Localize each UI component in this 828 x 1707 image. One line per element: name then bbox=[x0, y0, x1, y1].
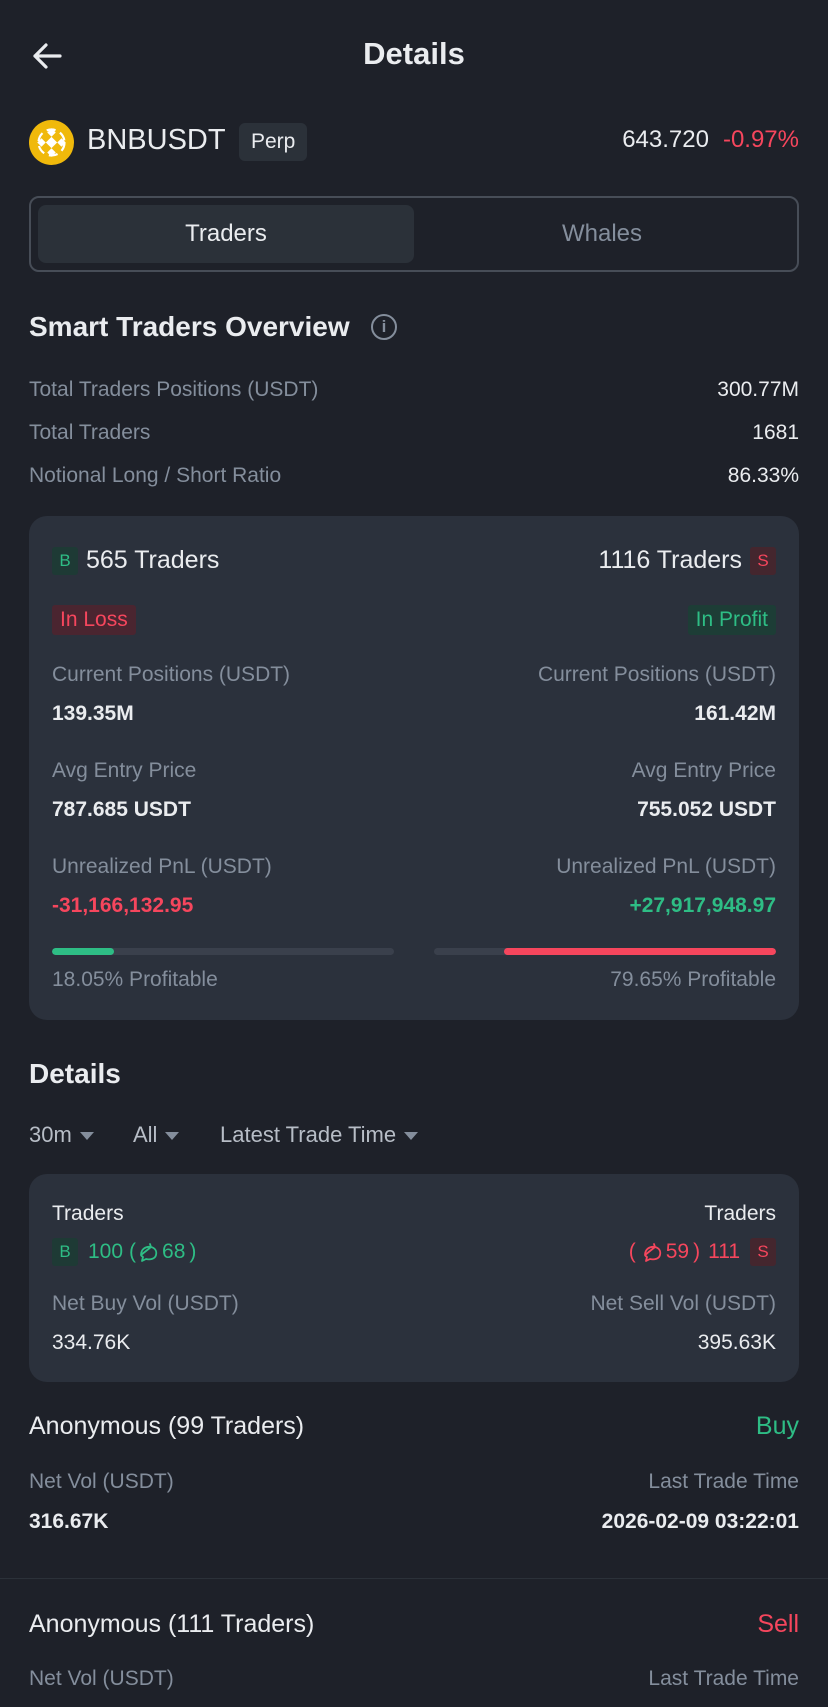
sell-traders-count: ( 59 ) 111 S bbox=[629, 1238, 776, 1266]
long-short-card: B 565 Traders In Loss Current Positions … bbox=[29, 516, 799, 1020]
long-profitable-fill bbox=[52, 948, 114, 955]
bnb-coin-icon bbox=[29, 120, 74, 165]
sell-sub-close: ) bbox=[693, 1240, 701, 1263]
long-traders-heading: B 565 Traders bbox=[52, 546, 219, 575]
net-sell-vol-label: Net Sell Vol (USDT) bbox=[590, 1292, 776, 1315]
pnl-label: Unrealized PnL (USDT) bbox=[52, 855, 272, 878]
last-price: 643.720 bbox=[622, 126, 709, 153]
filter-interval[interactable]: 30m bbox=[29, 1122, 94, 1148]
filter-side-label: All bbox=[133, 1122, 158, 1147]
buy-traders-count: B 100 ( 68 ) bbox=[52, 1238, 196, 1266]
trade-side: Sell bbox=[757, 1610, 799, 1638]
overview-value: 86.33% bbox=[727, 464, 799, 487]
last-trade-time-label: Last Trade Time bbox=[648, 1667, 799, 1690]
buy-sub-count: 68 bbox=[162, 1240, 186, 1263]
net-buy-vol-value: 334.76K bbox=[52, 1331, 131, 1354]
short-profitable-text: 79.65% Profitable bbox=[610, 968, 776, 991]
caret-down-icon bbox=[404, 1132, 419, 1141]
overview-label: Notional Long / Short Ratio bbox=[29, 464, 282, 487]
filter-sort[interactable]: Latest Trade Time bbox=[220, 1122, 419, 1148]
short-traders-heading: 1116 Traders S bbox=[598, 546, 776, 575]
buy-sub-close: ) bbox=[189, 1240, 197, 1263]
trader-group-title[interactable]: Anonymous (111 Traders) bbox=[29, 1610, 315, 1638]
buy-badge: B bbox=[52, 1238, 78, 1266]
info-icon[interactable]: i bbox=[371, 314, 397, 340]
caret-down-icon bbox=[79, 1132, 94, 1141]
short-positions-value: 161.42M bbox=[694, 702, 776, 725]
filter-interval-label: 30m bbox=[29, 1122, 72, 1147]
short-traders-count: 1116 Traders bbox=[598, 546, 742, 574]
entry-label: Avg Entry Price bbox=[631, 759, 776, 782]
header: Details bbox=[0, 0, 828, 110]
overview-title: Smart Traders Overview bbox=[29, 311, 350, 342]
long-traders-count: 565 Traders bbox=[86, 546, 220, 574]
pnl-label: Unrealized PnL (USDT) bbox=[556, 855, 776, 878]
price-change: -0.97% bbox=[722, 126, 799, 153]
buy-badge: B bbox=[52, 546, 78, 575]
long-entry-value: 787.685 USDT bbox=[52, 798, 191, 821]
contract-type-badge: Perp bbox=[239, 123, 308, 161]
tab-whales[interactable]: Whales bbox=[561, 220, 643, 247]
tab-switcher: Traders Whales bbox=[29, 196, 799, 272]
short-profitable-bar bbox=[434, 948, 776, 955]
last-trade-time-label: Last Trade Time bbox=[648, 1470, 799, 1493]
net-vol-label: Net Vol (USDT) bbox=[29, 1470, 174, 1493]
arrow-left-icon[interactable] bbox=[29, 38, 65, 74]
overview-row: Total Traders Positions (USDT) 300.77M bbox=[29, 378, 799, 408]
filter-side[interactable]: All bbox=[133, 1122, 180, 1148]
divider bbox=[0, 1578, 828, 1579]
short-pnl-value: +27,917,948.97 bbox=[629, 894, 776, 917]
overview-row: Notional Long / Short Ratio 86.33% bbox=[29, 464, 799, 494]
buy-count: 100 bbox=[88, 1240, 124, 1263]
status-badge: In Profit bbox=[687, 605, 776, 635]
status-badge: In Loss bbox=[52, 605, 136, 635]
entry-label: Avg Entry Price bbox=[52, 759, 197, 782]
last-trade-time-value: 2026-02-09 03:22:01 bbox=[601, 1510, 799, 1533]
symbol-name[interactable]: BNBUSDT bbox=[87, 124, 226, 156]
net-sell-vol-value: 395.63K bbox=[697, 1331, 776, 1354]
net-vol-label: Net Vol (USDT) bbox=[29, 1667, 174, 1690]
price-block: 643.720 -0.97% bbox=[622, 126, 799, 154]
positions-label: Current Positions (USDT) bbox=[537, 663, 776, 686]
whale-icon bbox=[140, 1243, 158, 1262]
trade-side: Buy bbox=[755, 1412, 799, 1440]
page-title: Details bbox=[363, 36, 465, 71]
short-entry-value: 755.052 USDT bbox=[637, 798, 776, 821]
symbol-row: BNBUSDT Perp 643.720 -0.97% bbox=[29, 118, 799, 166]
filter-sort-label: Latest Trade Time bbox=[220, 1122, 397, 1147]
net-vol-value: 316.67K bbox=[29, 1510, 109, 1533]
long-profitable-text: 18.05% Profitable bbox=[52, 968, 218, 991]
whale-icon bbox=[643, 1243, 661, 1262]
overview-value: 300.77M bbox=[717, 378, 799, 401]
caret-down-icon bbox=[165, 1132, 180, 1141]
details-title: Details bbox=[29, 1058, 121, 1089]
long-pnl-value: -31,166,132.95 bbox=[52, 894, 194, 917]
sell-count: 111 bbox=[708, 1240, 740, 1263]
sell-badge: S bbox=[750, 1238, 776, 1266]
buy-sub-open: ( bbox=[129, 1240, 137, 1263]
trader-group-title[interactable]: Anonymous (99 Traders) bbox=[29, 1412, 305, 1440]
short-profitable-fill bbox=[503, 948, 776, 955]
sell-traders-label: Traders bbox=[704, 1202, 776, 1225]
overview-label: Total Traders Positions (USDT) bbox=[29, 378, 319, 401]
trades-summary-card: Traders B 100 ( 68 ) Net Buy Vol (USDT) … bbox=[29, 1174, 799, 1382]
long-profitable-bar bbox=[52, 948, 394, 955]
sell-sub-count: 59 bbox=[665, 1240, 690, 1263]
positions-label: Current Positions (USDT) bbox=[52, 663, 291, 686]
overview-row: Total Traders 1681 bbox=[29, 421, 799, 451]
long-positions-value: 139.35M bbox=[52, 702, 134, 725]
sell-sub-open: ( bbox=[628, 1240, 636, 1263]
sell-badge: S bbox=[750, 546, 776, 575]
buy-traders-label: Traders bbox=[52, 1202, 124, 1225]
overview-value: 1681 bbox=[752, 421, 799, 444]
overview-label: Total Traders bbox=[29, 421, 151, 444]
net-buy-vol-label: Net Buy Vol (USDT) bbox=[52, 1292, 239, 1315]
tab-traders[interactable]: Traders bbox=[38, 205, 414, 263]
